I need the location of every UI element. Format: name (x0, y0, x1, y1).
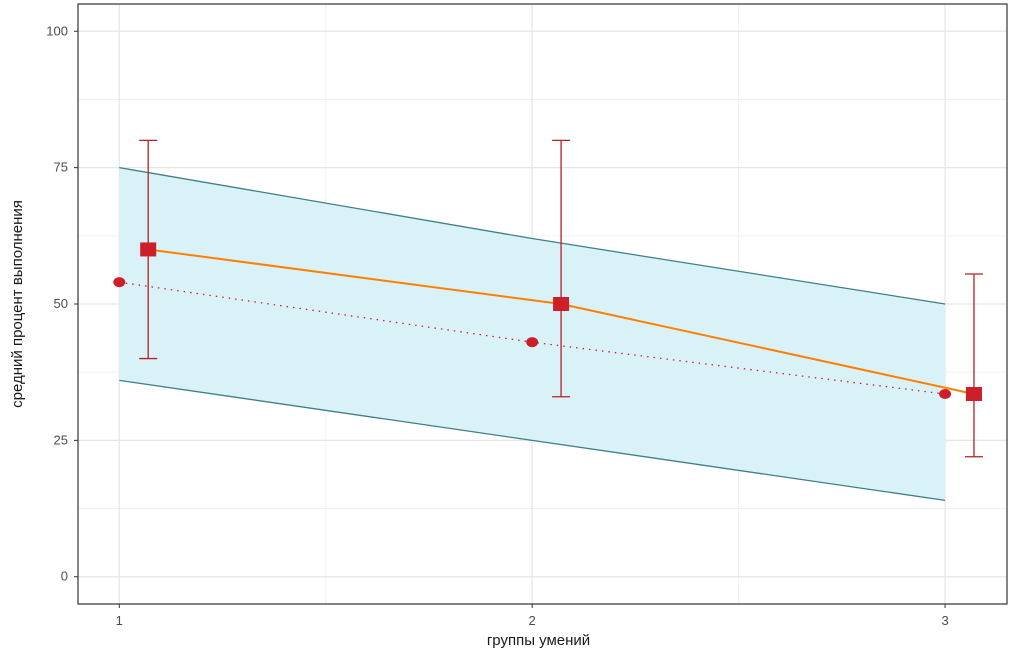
band-lower-line (119, 379, 946, 502)
y-tick-label: 25 (54, 432, 68, 447)
square-point (965, 387, 982, 401)
x-tick-label: 3 (941, 613, 948, 628)
y-tick-label: 50 (54, 296, 68, 311)
circle-point (526, 337, 539, 348)
confidence-band (119, 166, 946, 502)
band-area (119, 167, 946, 501)
circle-point (939, 389, 952, 399)
y-axis-title: средний процент выполнения (9, 200, 26, 408)
square-point (140, 242, 157, 257)
tick-labels: 0 25 50 75 100 1 2 3 (46, 23, 948, 628)
series-layer (113, 139, 983, 458)
y-tick-label: 75 (54, 160, 68, 175)
x-tick-label: 2 (529, 613, 536, 628)
band-upper-line (119, 166, 946, 305)
x-axis-title: группы умений (487, 632, 590, 649)
y-tick-label: 0 (61, 569, 68, 584)
x-tick-label: 1 (116, 613, 123, 628)
circle-point (113, 277, 126, 288)
square-point (553, 297, 570, 311)
y-tick-label: 100 (46, 23, 68, 38)
